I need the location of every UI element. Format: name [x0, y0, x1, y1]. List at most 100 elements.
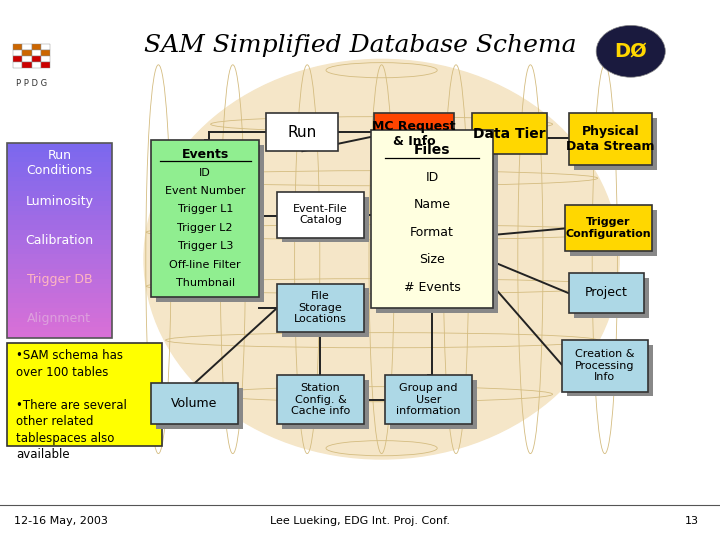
Bar — [7, 186, 112, 192]
FancyBboxPatch shape — [574, 278, 649, 318]
Bar — [13, 50, 22, 56]
FancyBboxPatch shape — [472, 113, 547, 154]
Text: 13: 13 — [685, 516, 698, 526]
Bar — [7, 206, 112, 211]
Text: Physical
Data Stream: Physical Data Stream — [566, 125, 654, 153]
Bar — [7, 157, 112, 163]
Text: File
Storage
Locations: File Storage Locations — [294, 291, 347, 325]
Bar — [22, 50, 32, 56]
Text: Events: Events — [181, 148, 229, 161]
Bar — [7, 143, 112, 148]
Text: Run: Run — [288, 125, 317, 140]
FancyBboxPatch shape — [277, 284, 364, 332]
Bar — [7, 279, 112, 284]
Text: Size: Size — [419, 253, 445, 266]
Bar — [7, 162, 112, 167]
FancyBboxPatch shape — [282, 197, 369, 242]
Circle shape — [596, 25, 665, 77]
Bar — [7, 249, 112, 255]
Bar — [22, 56, 32, 62]
Bar — [7, 318, 112, 323]
Bar — [7, 269, 112, 274]
Bar — [7, 308, 112, 313]
Text: Calibration: Calibration — [25, 234, 94, 247]
FancyBboxPatch shape — [390, 380, 477, 429]
Text: Project: Project — [585, 286, 628, 300]
Text: Luminosity: Luminosity — [25, 195, 94, 208]
Bar — [13, 44, 22, 50]
Bar — [7, 259, 112, 265]
Bar — [7, 215, 112, 221]
Bar — [7, 230, 112, 235]
Text: Off-line Filter: Off-line Filter — [169, 260, 241, 270]
Bar — [32, 50, 41, 56]
Bar — [41, 50, 50, 56]
Bar — [22, 44, 32, 50]
Bar — [7, 235, 112, 240]
Bar — [7, 284, 112, 289]
Bar — [13, 62, 22, 68]
Text: Volume: Volume — [171, 397, 217, 410]
FancyBboxPatch shape — [277, 192, 364, 238]
Bar — [7, 264, 112, 269]
Bar — [7, 245, 112, 250]
Text: DØ: DØ — [614, 42, 647, 61]
Bar — [41, 56, 50, 62]
FancyBboxPatch shape — [282, 380, 369, 429]
Bar — [7, 288, 112, 294]
FancyBboxPatch shape — [371, 130, 493, 308]
FancyBboxPatch shape — [562, 340, 648, 392]
Bar — [7, 293, 112, 299]
Bar — [7, 274, 112, 279]
Text: Lee Lueking, EDG Int. Proj. Conf.: Lee Lueking, EDG Int. Proj. Conf. — [270, 516, 450, 526]
Text: P P D G: P P D G — [16, 79, 48, 89]
FancyBboxPatch shape — [156, 388, 243, 429]
Text: Alignment: Alignment — [27, 312, 91, 325]
Text: # Events: # Events — [404, 281, 460, 294]
Bar — [32, 44, 41, 50]
Bar — [22, 62, 32, 68]
FancyBboxPatch shape — [376, 134, 498, 313]
Bar — [41, 44, 50, 50]
Text: Trigger L2: Trigger L2 — [177, 223, 233, 233]
Text: Trigger DB: Trigger DB — [27, 273, 92, 286]
Bar — [7, 167, 112, 172]
FancyBboxPatch shape — [277, 375, 364, 424]
Text: Station
Config. &
Cache info: Station Config. & Cache info — [291, 383, 350, 416]
Text: ID: ID — [199, 167, 211, 178]
Bar — [32, 62, 41, 68]
Bar — [7, 327, 112, 333]
FancyBboxPatch shape — [570, 210, 657, 256]
Bar — [7, 201, 112, 206]
FancyBboxPatch shape — [574, 118, 657, 170]
Bar — [7, 240, 112, 245]
Text: 12-16 May, 2003: 12-16 May, 2003 — [14, 516, 108, 526]
Text: Group and
User
information: Group and User information — [396, 383, 461, 416]
Bar — [7, 225, 112, 231]
Text: Data Tier: Data Tier — [473, 127, 546, 140]
FancyBboxPatch shape — [565, 205, 652, 251]
Bar — [41, 62, 50, 68]
Text: MC Request
& Info: MC Request & Info — [372, 120, 456, 147]
FancyBboxPatch shape — [7, 343, 162, 445]
FancyBboxPatch shape — [156, 145, 264, 302]
FancyBboxPatch shape — [374, 113, 454, 154]
Text: Event Number: Event Number — [165, 186, 246, 196]
Text: ID: ID — [426, 171, 438, 184]
FancyBboxPatch shape — [282, 288, 369, 337]
Text: •SAM schema has
over 100 tables

•There are several
other related
tablespaces al: •SAM schema has over 100 tables •There a… — [16, 349, 127, 461]
FancyBboxPatch shape — [569, 113, 652, 165]
FancyBboxPatch shape — [266, 113, 338, 151]
Text: Creation &
Processing
Info: Creation & Processing Info — [575, 349, 634, 382]
Bar — [7, 298, 112, 303]
Bar — [7, 303, 112, 308]
Bar — [7, 220, 112, 226]
FancyBboxPatch shape — [151, 140, 259, 297]
Bar — [32, 56, 41, 62]
Text: Trigger L1: Trigger L1 — [178, 205, 233, 214]
Text: Trigger
Configuration: Trigger Configuration — [566, 217, 651, 239]
Bar — [13, 56, 22, 62]
Bar — [7, 181, 112, 187]
Text: Files: Files — [414, 143, 450, 157]
Bar — [7, 152, 112, 158]
